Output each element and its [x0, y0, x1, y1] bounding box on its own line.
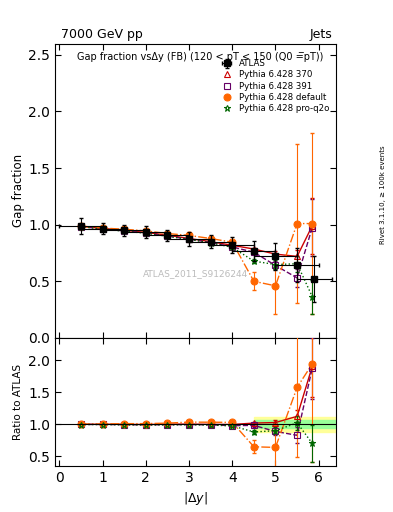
Pythia 6.428 391: [295, 275, 299, 281]
Y-axis label: Gap fraction: Gap fraction: [13, 154, 26, 227]
Pythia 6.428 370: [100, 225, 105, 231]
Pythia 6.428 391: [273, 262, 278, 268]
Pythia 6.428 391: [187, 236, 191, 242]
Pythia 6.428 391: [252, 249, 256, 255]
Text: Rivet 3.1.10, ≥ 100k events: Rivet 3.1.10, ≥ 100k events: [380, 145, 386, 244]
Line: Pythia 6.428 pro-q2o: Pythia 6.428 pro-q2o: [77, 223, 316, 300]
Legend: ATLAS, Pythia 6.428 370, Pythia 6.428 391, Pythia 6.428 default, Pythia 6.428 pr: ATLAS, Pythia 6.428 370, Pythia 6.428 39…: [215, 57, 332, 115]
Pythia 6.428 default: [273, 283, 278, 289]
Bar: [254, 420, 336, 428]
Pythia 6.428 391: [79, 224, 83, 230]
Bar: [254, 417, 336, 432]
Pythia 6.428 pro-q2o: [273, 262, 278, 268]
Pythia 6.428 391: [122, 228, 127, 234]
Pythia 6.428 370: [230, 242, 235, 248]
Pythia 6.428 370: [143, 229, 148, 236]
Pythia 6.428 391: [208, 240, 213, 246]
Pythia 6.428 370: [208, 239, 213, 245]
Pythia 6.428 default: [79, 223, 83, 229]
Pythia 6.428 pro-q2o: [143, 230, 148, 236]
Text: Jets: Jets: [309, 28, 332, 41]
X-axis label: $|\Delta y|$: $|\Delta y|$: [183, 490, 208, 507]
Pythia 6.428 391: [230, 244, 235, 250]
Pythia 6.428 default: [165, 230, 170, 237]
Pythia 6.428 pro-q2o: [230, 244, 235, 250]
Pythia 6.428 default: [295, 221, 299, 227]
Pythia 6.428 pro-q2o: [122, 228, 127, 234]
Text: Gap fraction vsΔy (FB) (120 < pT < 150 (Q0 =̅pT)): Gap fraction vsΔy (FB) (120 < pT < 150 (…: [77, 52, 324, 62]
Pythia 6.428 default: [100, 225, 105, 231]
Line: Pythia 6.428 391: Pythia 6.428 391: [78, 224, 315, 281]
Line: Pythia 6.428 default: Pythia 6.428 default: [77, 220, 316, 289]
Text: 7000 GeV pp: 7000 GeV pp: [61, 28, 143, 41]
Pythia 6.428 391: [143, 230, 148, 236]
Pythia 6.428 default: [230, 239, 235, 245]
Pythia 6.428 391: [310, 224, 314, 230]
Pythia 6.428 pro-q2o: [100, 226, 105, 232]
Pythia 6.428 default: [143, 228, 148, 234]
Pythia 6.428 pro-q2o: [295, 261, 299, 267]
Pythia 6.428 pro-q2o: [187, 237, 191, 243]
Pythia 6.428 370: [310, 223, 314, 229]
Pythia 6.428 default: [122, 226, 127, 232]
Pythia 6.428 370: [187, 236, 191, 242]
Pythia 6.428 default: [252, 278, 256, 284]
Pythia 6.428 pro-q2o: [79, 224, 83, 230]
Pythia 6.428 default: [208, 236, 213, 242]
Pythia 6.428 370: [165, 232, 170, 238]
Pythia 6.428 default: [310, 221, 314, 227]
Pythia 6.428 pro-q2o: [208, 240, 213, 246]
Y-axis label: Ratio to ATLAS: Ratio to ATLAS: [13, 364, 23, 440]
Pythia 6.428 370: [273, 251, 278, 257]
Pythia 6.428 391: [165, 233, 170, 239]
Pythia 6.428 370: [79, 223, 83, 229]
Pythia 6.428 370: [252, 246, 256, 252]
Pythia 6.428 391: [100, 226, 105, 232]
Pythia 6.428 370: [122, 227, 127, 233]
Pythia 6.428 default: [187, 232, 191, 239]
Pythia 6.428 370: [295, 253, 299, 260]
Pythia 6.428 pro-q2o: [165, 233, 170, 240]
Line: Pythia 6.428 370: Pythia 6.428 370: [78, 223, 315, 259]
Pythia 6.428 pro-q2o: [310, 293, 314, 300]
Pythia 6.428 pro-q2o: [252, 258, 256, 264]
Text: ATLAS_2011_S9126244: ATLAS_2011_S9126244: [143, 269, 248, 278]
